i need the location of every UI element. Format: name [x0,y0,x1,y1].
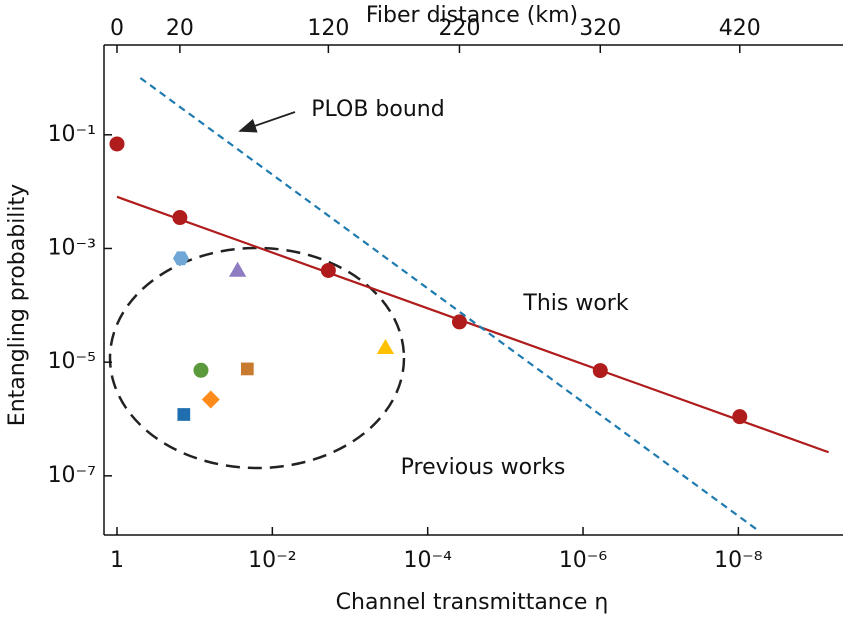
marker [172,251,189,266]
x-axis-label: Channel transmittance η [336,590,609,615]
x2-axis-label: Fiber distance (km) [366,3,578,28]
marker [376,339,395,355]
marker [109,136,125,152]
marker [193,362,209,378]
annotation: PLOB bound [311,97,444,122]
x2-tick-label: 120 [307,16,349,41]
x2-tick-label: 0 [110,16,124,41]
y-tick-label: 10⁻³ [48,235,96,260]
annotation-arrow [238,111,296,133]
x-tick-label: 1 [110,548,124,573]
x2-tick-label: 20 [166,16,194,41]
marker [732,409,748,425]
series-line [116,195,829,454]
x-tick-label: 10⁻² [248,548,296,573]
x-tick-label: 10⁻⁶ [559,548,608,573]
y-axis-label: Entangling probability [5,184,30,426]
previous-works-outline [108,246,406,470]
y-tick-label: 10⁻⁵ [48,349,96,374]
y-tick-label: 10⁻⁷ [48,463,96,488]
x2-tick-label: 220 [438,16,480,41]
marker [177,408,191,421]
marker [201,390,220,409]
annotation: This work [522,291,628,316]
annotation: Previous works [401,455,566,480]
x-tick-label: 10⁻⁸ [714,548,763,573]
x-tick-label: 10⁻⁴ [403,548,452,573]
marker [228,261,247,277]
y-tick-label: 10⁻¹ [48,122,96,147]
x2-tick-label: 420 [719,16,761,41]
marker [240,362,254,376]
x2-tick-label: 320 [579,16,621,41]
series-line [139,77,759,532]
